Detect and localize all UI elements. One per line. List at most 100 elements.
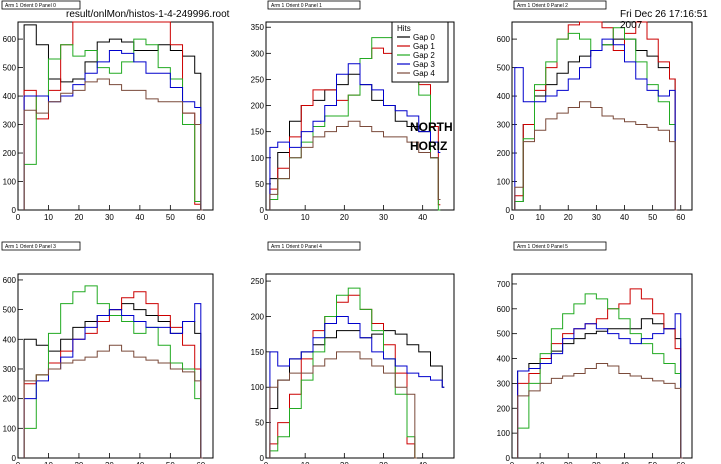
panel-title: Arm 1 Orient 0 Panel 4 [271, 244, 322, 250]
series-line-gap-1 [517, 288, 683, 459]
y-tick-label: 0 [506, 206, 511, 215]
region-label-north: NORTH [410, 120, 453, 134]
legend-entry: Gap 1 [397, 42, 435, 51]
y-tick-label: 500 [497, 330, 511, 339]
panel-title: Arm 1 Orient 0 Panel 5 [517, 244, 568, 250]
x-tick-label: 0 [264, 461, 269, 464]
y-tick-label: 300 [3, 121, 17, 130]
plot-frame [17, 273, 214, 459]
y-tick-label: 250 [251, 75, 265, 84]
legend-entry: Gap 4 [397, 69, 435, 78]
y-tick-label: 200 [3, 149, 17, 158]
x-tick-label: 50 [648, 461, 657, 464]
y-tick-label: 200 [251, 312, 265, 321]
x-tick-label: 30 [105, 461, 114, 464]
x-tick-label: 0 [16, 213, 21, 222]
y-tick-label: 100 [3, 178, 17, 187]
series-line-gap-1 [514, 21, 678, 211]
x-tick-label: 60 [196, 213, 205, 222]
y-tick-label: 150 [251, 128, 265, 137]
legend-title: Hits [397, 24, 411, 33]
series-line-gap-2 [517, 293, 683, 459]
y-tick-label: 200 [251, 102, 265, 111]
y-tick-label: 600 [3, 35, 17, 44]
series-line-gap-3 [514, 38, 678, 211]
x-tick-label: 20 [564, 213, 573, 222]
panel-title: Arm 1 Orient 0 Panel 0 [5, 3, 56, 9]
x-tick-label: 0 [264, 213, 269, 222]
x-tick-label: 30 [592, 461, 601, 464]
y-tick-label: 200 [497, 404, 511, 413]
x-tick-label: 50 [166, 213, 175, 222]
y-tick-label: 400 [3, 335, 17, 344]
y-tick-label: 100 [3, 424, 17, 433]
x-tick-label: 10 [536, 213, 545, 222]
x-tick-label: 20 [74, 213, 83, 222]
series-line-gap-3 [269, 63, 441, 210]
panel-title-box [267, 241, 361, 251]
x-tick-label: 20 [564, 461, 573, 464]
x-tick-label: 30 [379, 213, 388, 222]
y-tick-label: 100 [251, 383, 265, 392]
x-tick-label: 40 [135, 461, 144, 464]
series-line-gap-4 [269, 120, 441, 210]
x-tick-label: 30 [592, 213, 601, 222]
histogram-panel-0: Arm 1 Orient 0 Panel 0 0 10 20 30 40 50 600 100 2… [1, 0, 214, 222]
y-tick-label: 500 [3, 306, 17, 315]
histogram-panel-3: Arm 1 Orient 0 Panel 3010203040506001002… [1, 241, 214, 464]
y-tick-label: 300 [497, 379, 511, 388]
legend-frame [391, 21, 449, 83]
x-tick-label: 10 [536, 461, 545, 464]
series-line-gap-4 [514, 101, 678, 211]
histogram-panel-5: Arm 1 Orient 0 Panel 5010203040506001002… [497, 241, 693, 464]
panel-title-box [513, 0, 607, 10]
y-tick-label: 600 [497, 35, 511, 44]
panel-title-box [267, 0, 361, 10]
panel-title: Arm 1 Orient 0 Panel 1 [271, 3, 322, 9]
x-tick-label: 60 [676, 461, 685, 464]
x-tick-label: 10 [301, 461, 310, 464]
x-tick-label: 40 [418, 213, 427, 222]
x-tick-label: 50 [648, 213, 657, 222]
x-tick-label: 20 [340, 461, 349, 464]
y-tick-label: 400 [3, 92, 17, 101]
y-tick-label: 100 [497, 178, 511, 187]
region-label-horiz: HORIZ [410, 139, 447, 153]
y-tick-label: 300 [251, 49, 265, 58]
panel-title-box [513, 241, 607, 251]
series-line-gap-4 [23, 78, 203, 211]
series-line-gap-3 [269, 315, 445, 458]
y-tick-label: 0 [506, 454, 511, 463]
y-tick-label: 500 [497, 64, 511, 73]
y-tick-label: 300 [497, 121, 511, 130]
datestamp: Fri Dec 26 17:16:51 2007 [620, 9, 708, 31]
x-tick-label: 40 [620, 213, 629, 222]
x-tick-label: 30 [105, 213, 114, 222]
plot-frame [17, 21, 214, 211]
series-line-gap-4 [23, 344, 203, 459]
y-tick-label: 200 [497, 149, 511, 158]
panel-title-box [1, 0, 81, 10]
file-title: result/onlMon/histos-1-4-249996.root [66, 9, 230, 20]
y-tick-label: 0 [12, 454, 17, 463]
x-tick-label: 50 [166, 461, 175, 464]
y-tick-label: 700 [497, 280, 511, 289]
series-line-gap-2 [269, 287, 417, 459]
legend-entry: Gap 3 [397, 60, 435, 69]
x-tick-label: 10 [44, 213, 53, 222]
plot-frame [511, 273, 693, 459]
y-tick-label: 600 [3, 276, 17, 285]
x-tick-label: 40 [135, 213, 144, 222]
x-tick-label: 0 [510, 213, 515, 222]
y-tick-label: 0 [260, 206, 265, 215]
y-tick-label: 350 [251, 23, 265, 32]
y-tick-label: 100 [251, 154, 265, 163]
x-tick-label: 30 [379, 461, 388, 464]
y-tick-label: 150 [251, 348, 265, 357]
legend-label: Gap 0 [413, 33, 435, 42]
legend-label: Gap 3 [413, 60, 435, 69]
series-line-gap-1 [269, 294, 417, 459]
y-tick-label: 400 [497, 355, 511, 364]
legend-label: Gap 4 [413, 69, 435, 78]
